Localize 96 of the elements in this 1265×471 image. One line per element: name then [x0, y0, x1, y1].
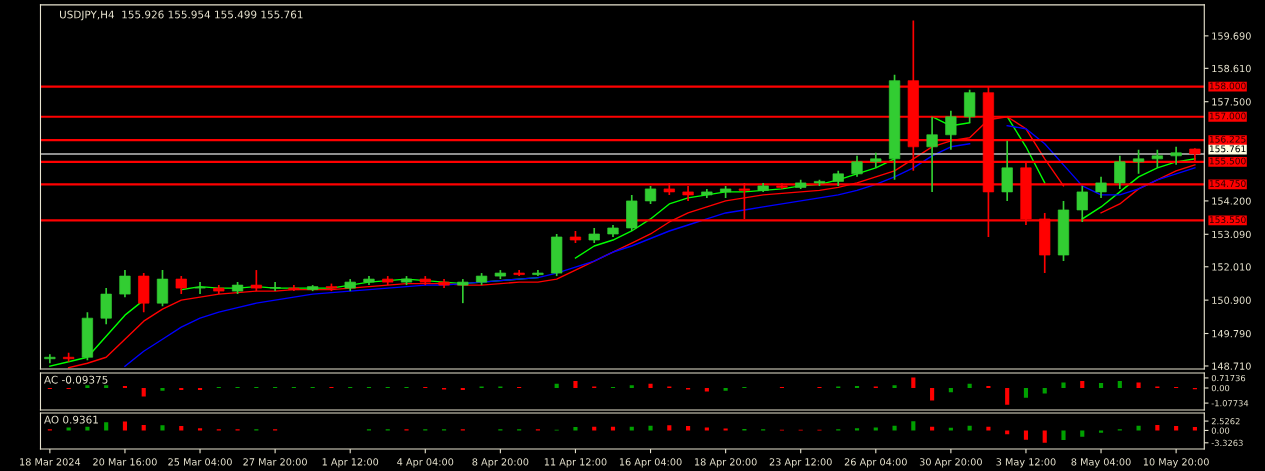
bar [911, 377, 916, 388]
x-tick-label: 23 Apr 12:00 [769, 458, 832, 468]
bar [66, 427, 71, 431]
bar [1061, 430, 1066, 441]
bar [160, 387, 165, 391]
ref-line-label: 157.000 [1209, 112, 1246, 120]
candlestick [851, 154, 863, 178]
ref-line-label: 153.550 [1209, 216, 1246, 224]
bar [648, 383, 653, 388]
y-tick-label: 150.900 [1212, 296, 1251, 304]
bar [1080, 380, 1085, 388]
bar [1117, 380, 1122, 388]
bar [873, 427, 878, 431]
bar [930, 387, 935, 401]
y-tick-label: 149.790 [1212, 329, 1251, 338]
bar [704, 427, 709, 431]
bar [1098, 430, 1104, 433]
candlestick [457, 278, 469, 304]
bar [911, 421, 916, 431]
y-tick-label: 153.090 [1212, 230, 1251, 239]
candlestick [194, 281, 206, 295]
bar [141, 387, 146, 397]
y-tick-label: 2.5262 [1211, 418, 1240, 425]
chart-title: AC -0.09375 [44, 375, 108, 384]
candlestick [926, 115, 938, 193]
bar [1080, 430, 1085, 437]
candlestick [945, 109, 957, 151]
candlestick [119, 269, 131, 298]
ref-line-label: 158.000 [1209, 82, 1246, 90]
bar [573, 427, 578, 431]
bar [892, 425, 897, 431]
bar [1061, 382, 1066, 388]
ref-line-label: 156.225 [1209, 135, 1246, 143]
x-tick-label: 3 May 12:00 [996, 458, 1056, 468]
y-tick-label: 148.710 [1212, 362, 1251, 370]
bar [85, 385, 90, 388]
y-tick-label: 154.200 [1212, 197, 1251, 205]
bar [104, 385, 109, 388]
bar [160, 425, 165, 431]
chart-title: AO 0.9361 [44, 415, 98, 424]
ref-line-label: 154.750 [1209, 180, 1246, 187]
bar [1023, 387, 1029, 398]
candlestick [1151, 148, 1163, 169]
bar [1136, 382, 1141, 388]
ref-line-label: 155.761 [1209, 145, 1246, 153]
x-tick-label: 4 Apr 04:00 [397, 458, 454, 468]
text: USDJPY,H4 155.926 155.954 155.499 155.761 [60, 10, 303, 21]
bar [967, 383, 972, 388]
candlestick [1170, 145, 1182, 166]
bar [1042, 387, 1047, 394]
candlestick [250, 269, 262, 292]
y-tick-label: 0.00 [1211, 384, 1230, 392]
candlestick [1095, 176, 1107, 199]
y-tick-label: 158.610 [1212, 64, 1251, 73]
bar [629, 385, 634, 388]
bar [1005, 387, 1010, 405]
candlestick [44, 353, 56, 365]
candlestick [1076, 185, 1088, 223]
x-tick-label: 26 Apr 04:00 [844, 458, 907, 468]
bar [573, 380, 578, 388]
y-tick-label: 152.010 [1212, 263, 1251, 271]
x-tick-label: 10 May 20:00 [1143, 458, 1209, 468]
y-tick-label: 0.00 [1211, 427, 1230, 434]
y-tick-label: 159.690 [1212, 32, 1251, 40]
x-tick-label: 25 Mar 04:00 [168, 458, 232, 466]
candlestick [175, 275, 187, 295]
x-tick-label: 18 Mar 2024 [20, 458, 81, 466]
y-tick-label: 0.71736 [1211, 374, 1246, 382]
x-tick-label: 8 Apr 20:00 [472, 458, 529, 468]
y-tick-label: -3.3263 [1211, 439, 1243, 447]
ref-line-label: 155.500 [1209, 157, 1246, 165]
x-tick-label: 8 May 04:00 [1071, 458, 1131, 468]
bar [1023, 430, 1029, 440]
x-tick-label: 27 Mar 20:00 [243, 458, 307, 466]
candlestick [1132, 148, 1145, 175]
bar [104, 422, 109, 431]
bar [1005, 430, 1010, 435]
x-tick-label: 20 Mar 16:00 [93, 458, 157, 466]
bar [892, 385, 897, 388]
x-tick-label: 1 Apr 12:00 [322, 458, 379, 468]
candlestick [269, 281, 281, 292]
x-tick-label: 18 Apr 20:00 [694, 458, 757, 468]
bar [554, 383, 559, 388]
bar [1098, 383, 1104, 388]
bar [667, 425, 672, 431]
x-tick-label: 30 Apr 20:00 [919, 458, 982, 468]
candlestick [644, 185, 657, 205]
x-tick-label: 11 Apr 12:00 [544, 458, 607, 468]
y-tick-label: 157.500 [1212, 98, 1251, 106]
bar [723, 387, 728, 391]
y-tick-label: -1.07734 [1211, 400, 1249, 407]
bar [1042, 430, 1047, 443]
bar [648, 425, 653, 431]
x-tick-label: 16 Apr 04:00 [619, 458, 682, 468]
candlestick [1114, 154, 1126, 190]
bar [948, 387, 953, 393]
